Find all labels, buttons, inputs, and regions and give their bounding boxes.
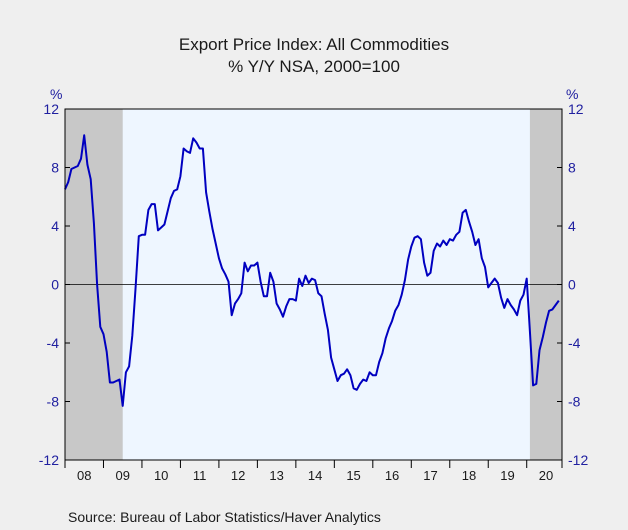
source-note: Source: Bureau of Labor Statistics/Haver… <box>68 509 381 525</box>
y-tick-label-left--12: -12 <box>39 452 59 468</box>
x-axis-ticks: 08 09 10 11 12 13 14 15 16 17 18 19 20 <box>64 460 563 483</box>
x-tick-label-09: 09 <box>115 468 129 483</box>
x-tick-label-15: 15 <box>346 468 360 483</box>
x-tick-label-11: 11 <box>193 468 207 483</box>
x-tick-label-13: 13 <box>269 468 283 483</box>
left-axis-unit-label: % <box>50 86 62 102</box>
x-tick-label-10: 10 <box>154 468 168 483</box>
x-tick-label-19: 19 <box>500 468 514 483</box>
y-axis-ticks: 12 12 8 8 4 4 0 0 -4 -4 -8 -8 -12 -12 <box>39 101 589 468</box>
series-line-export-price-yoy <box>64 134 560 407</box>
y-tick-label-right-12: 12 <box>568 101 584 117</box>
x-tick-label-20: 20 <box>539 468 553 483</box>
x-tick-label-16: 16 <box>385 468 399 483</box>
y-tick-label-right--4: -4 <box>568 335 581 351</box>
y-tick-label-left-12: 12 <box>43 101 59 117</box>
x-tick-label-14: 14 <box>308 468 322 483</box>
x-tick-label-08: 08 <box>77 468 91 483</box>
y-tick-label-right-0: 0 <box>568 277 576 293</box>
y-tick-label-left--8: -8 <box>47 394 60 410</box>
y-tick-label-right--8: -8 <box>568 394 581 410</box>
y-tick-label-left-4: 4 <box>51 218 59 234</box>
x-tick-label-18: 18 <box>462 468 476 483</box>
chart-subtitle: % Y/Y NSA, 2000=100 <box>228 57 400 76</box>
y-tick-label-right-4: 4 <box>568 218 576 234</box>
y-tick-label-left-8: 8 <box>51 160 59 176</box>
y-tick-label-right-8: 8 <box>568 160 576 176</box>
y-tick-label-right--12: -12 <box>568 452 588 468</box>
x-tick-label-12: 12 <box>231 468 245 483</box>
chart-title: Export Price Index: All Commodities <box>179 35 449 54</box>
y-tick-label-left--4: -4 <box>47 335 60 351</box>
x-tick-label-17: 17 <box>423 468 437 483</box>
y-tick-label-left-0: 0 <box>51 277 59 293</box>
right-axis-unit-label: % <box>566 86 578 102</box>
